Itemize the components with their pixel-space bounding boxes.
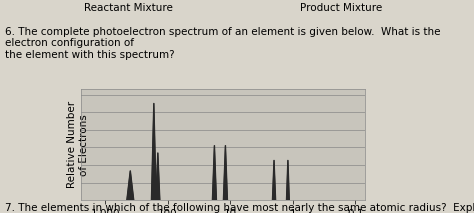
Polygon shape — [127, 171, 134, 200]
Text: 7. The elements in which of the following have most nearly the same atomic radiu: 7. The elements in which of the followin… — [5, 203, 474, 213]
Polygon shape — [273, 160, 275, 200]
Polygon shape — [223, 145, 228, 200]
Text: 6. The complete photoelectron spectrum of an element is given below.  What is th: 6. The complete photoelectron spectrum o… — [5, 27, 440, 60]
Polygon shape — [212, 145, 217, 200]
Text: Reactant Mixture: Reactant Mixture — [83, 3, 173, 13]
Y-axis label: Relative Number
of Electrons: Relative Number of Electrons — [67, 101, 89, 189]
Polygon shape — [156, 153, 160, 200]
Polygon shape — [152, 103, 156, 200]
Text: Product Mixture: Product Mixture — [300, 3, 383, 13]
Polygon shape — [286, 160, 289, 200]
